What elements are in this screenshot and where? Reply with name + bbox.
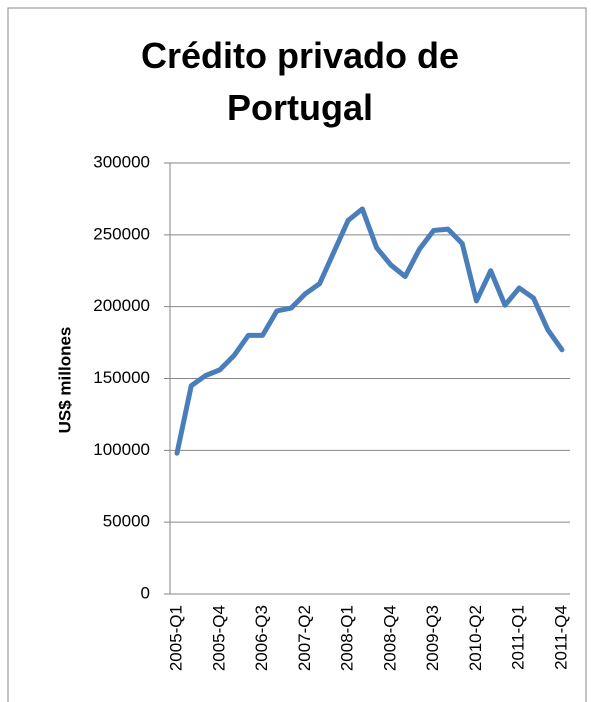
y-tick-label: 250000 xyxy=(93,224,150,243)
y-axis-label: US$ millones xyxy=(55,327,74,434)
y-tick-label: 200000 xyxy=(93,296,150,315)
y-tick-label: 150000 xyxy=(93,368,150,387)
x-tick-label: 2005-Q4 xyxy=(209,605,228,671)
x-tick-label: 2008-Q4 xyxy=(380,605,399,671)
x-tick-label: 2008-Q1 xyxy=(338,605,357,671)
y-tick-label: 50000 xyxy=(103,512,150,531)
data-line xyxy=(174,206,565,456)
chart-title: Crédito privado de Portugal xyxy=(140,35,460,128)
chart-frame xyxy=(7,7,587,702)
x-tick-label: 2007-Q2 xyxy=(295,605,314,671)
x-tick-label: 2005-Q1 xyxy=(166,605,185,671)
x-tick-label: 2010-Q2 xyxy=(466,605,485,671)
y-tick-label: 0 xyxy=(141,583,150,602)
x-tick-label: 2011-Q4 xyxy=(551,605,570,670)
x-tick-label: 2009-Q3 xyxy=(423,605,442,671)
x-tick-label: 2006-Q3 xyxy=(252,605,271,671)
x-tick-label: 2011-Q1 xyxy=(509,605,528,670)
y-tick-label: 100000 xyxy=(93,440,150,459)
y-tick-label: 300000 xyxy=(93,152,150,171)
